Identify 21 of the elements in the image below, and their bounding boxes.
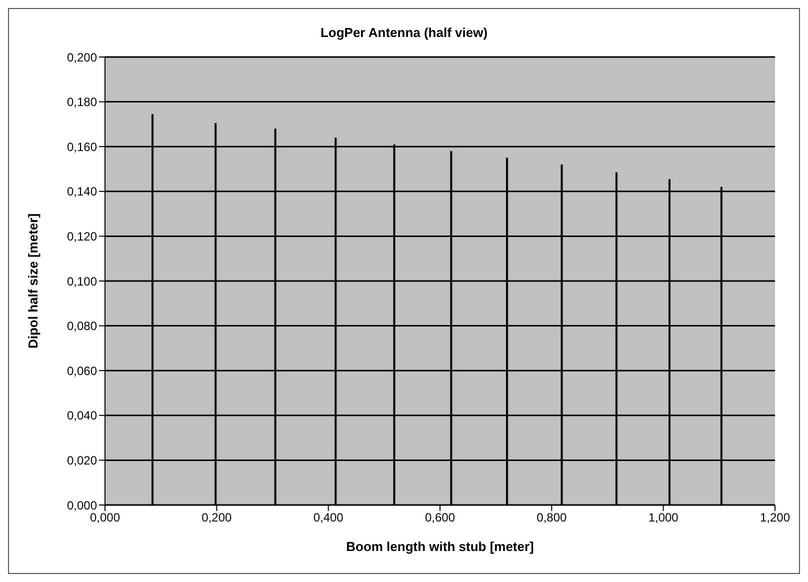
x-tick-label: 1,000 <box>648 510 679 525</box>
y-tick-label: 0,020 <box>66 453 98 468</box>
x-tick-label: 0,000 <box>90 510 120 525</box>
x-axis-title: Boom length with stub [meter] <box>346 539 534 554</box>
chart-title: LogPer Antenna (half view) <box>319 25 489 40</box>
x-tick-label: 0,600 <box>424 510 456 525</box>
y-tick-label: 0,040 <box>66 408 98 423</box>
y-tick-label: 0,200 <box>66 50 98 64</box>
x-tick-label: 1,200 <box>760 510 790 525</box>
x-tick-label: 0,200 <box>202 510 232 525</box>
y-axis-title: Dipol half size [meter] <box>26 213 41 349</box>
y-tick-label: 0,180 <box>66 95 98 110</box>
y-tick-label: 0,000 <box>66 498 98 512</box>
y-tick-label: 0,160 <box>66 140 98 154</box>
y-tick-label: 0,100 <box>66 274 98 288</box>
y-tick-label: 0,080 <box>66 319 98 334</box>
x-tick-label: 0,800 <box>536 510 568 525</box>
y-tick-label: 0,140 <box>66 184 98 199</box>
y-tick-label: 0,120 <box>66 229 98 244</box>
x-tick-label: 0,400 <box>313 510 344 525</box>
y-tick-label: 0,060 <box>66 364 98 378</box>
